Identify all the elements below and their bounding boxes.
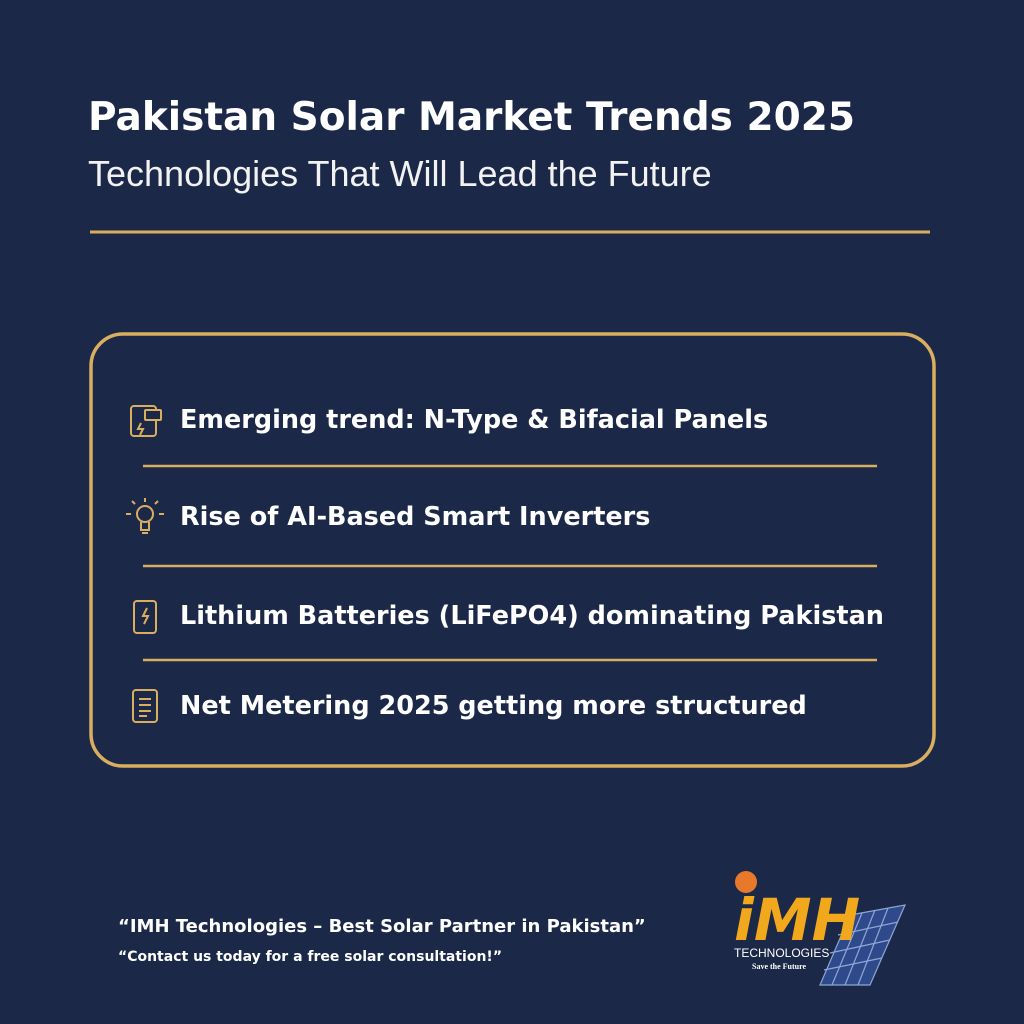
card — [89, 332, 936, 768]
title: Pakistan Solar Market Trends 2025 — [88, 95, 855, 140]
item: Lithium Batteries (LiFePO4) dominating P… — [180, 601, 884, 631]
subtitle: Technologies That Will Lead the Future — [88, 153, 712, 194]
solar-panel — [819, 904, 907, 986]
item: Net Metering 2025 getting more structure… — [180, 691, 807, 721]
meter-icon — [132, 689, 158, 723]
logo-tagline: Save the Future — [752, 962, 807, 971]
item: Emerging trend: N-Type & Bifacial Panels — [180, 405, 768, 435]
bulb-icon — [126, 498, 164, 534]
logo-name: TECHNOLOGIES — [734, 946, 829, 960]
item: Rise of AI-Based Smart Inverters — [180, 502, 650, 532]
panel-icon — [130, 405, 162, 437]
footer-quote: “IMH Technologies – Best Solar Partner i… — [118, 916, 646, 937]
footer-cta: “Contact us today for a free solar consu… — [118, 949, 502, 965]
logo-dot — [735, 871, 757, 893]
logo: iMH TECHNOLOGIES Save the Future — [734, 871, 907, 986]
battery-icon — [133, 600, 157, 634]
logo-mark: iMH — [734, 886, 860, 954]
